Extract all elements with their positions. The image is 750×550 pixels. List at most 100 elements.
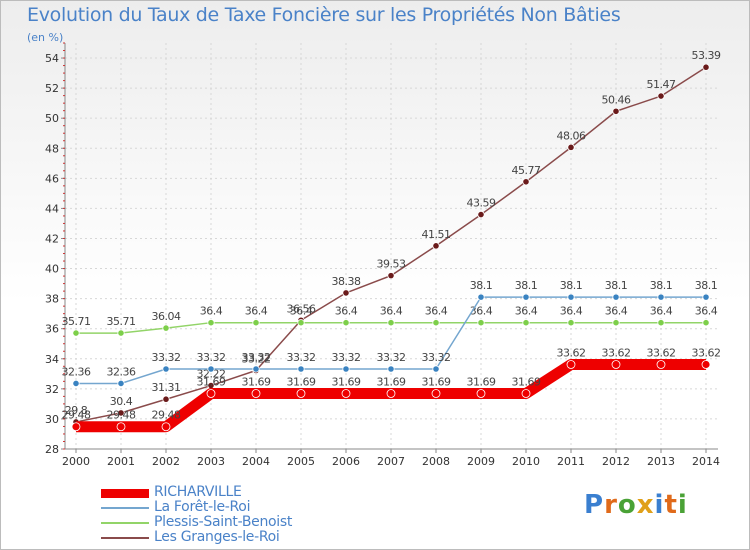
y-tick-label: 36 [45, 323, 59, 336]
data-point [71, 422, 81, 432]
data-point [522, 178, 530, 186]
data-label: 32.36 [62, 365, 91, 378]
x-tick-label: 2009 [467, 455, 495, 468]
y-tick-label: 52 [45, 82, 59, 95]
data-point [566, 360, 576, 369]
x-tick-label: 2010 [512, 455, 540, 468]
data-label: 38.1 [470, 279, 493, 292]
data-point [431, 389, 441, 398]
data-label: 38.1 [515, 279, 538, 292]
x-tick-label: 2003 [197, 455, 225, 468]
data-point [612, 319, 620, 327]
data-label: 36.4 [200, 305, 223, 318]
legend-swatch [101, 537, 149, 539]
data-label: 36.4 [560, 305, 583, 318]
data-label: 29.8 [65, 404, 88, 417]
data-label: 29.48 [107, 409, 136, 422]
data-label: 29.48 [152, 409, 181, 422]
data-label: 45.77 [512, 164, 541, 177]
data-label: 35.71 [62, 315, 91, 328]
data-point [72, 329, 80, 337]
data-point [522, 293, 530, 301]
data-label: 50.46 [602, 93, 631, 106]
data-point [162, 324, 170, 332]
y-tick-label: 40 [45, 263, 59, 276]
data-label: 38.1 [650, 279, 673, 292]
data-label: 41.51 [422, 228, 451, 241]
chart-title: Evolution du Taux de Taxe Foncière sur l… [27, 4, 621, 26]
x-tick-label: 2006 [332, 455, 360, 468]
data-label: 36.4 [380, 305, 403, 318]
legend-item-les-granges-le-roi: Les Granges-le-Roi [101, 529, 431, 545]
logo-letter: P [584, 490, 605, 520]
data-label: 36.4 [335, 305, 358, 318]
data-point [612, 293, 620, 301]
x-tick-label: 2004 [242, 455, 270, 468]
data-point [432, 242, 440, 250]
data-label: 33.32 [332, 351, 361, 364]
data-point [252, 319, 260, 327]
data-label: 36.4 [695, 305, 718, 318]
data-label: 38.1 [560, 279, 583, 292]
data-label: 53.39 [692, 49, 721, 62]
data-point [567, 319, 575, 327]
data-point [612, 107, 620, 115]
y-tick-label: 54 [45, 52, 59, 65]
data-label: 33.32 [422, 351, 451, 364]
y-tick-label: 34 [45, 353, 59, 366]
data-label: 36.56 [287, 302, 316, 315]
logo-letter: i [677, 490, 688, 520]
logo-letter: o [617, 490, 637, 520]
data-point [702, 319, 710, 327]
data-label: 48.06 [557, 129, 586, 142]
legend-swatch [101, 507, 149, 509]
data-label: 36.4 [290, 305, 313, 318]
data-label: 33.32 [377, 351, 406, 364]
data-point [297, 365, 305, 373]
legend-item-richarville: RICHARVILLE [101, 484, 431, 500]
legend-swatch [101, 522, 149, 524]
data-point [206, 389, 216, 398]
y-unit-label: (en %) [27, 31, 64, 44]
logo-letter: x [636, 490, 655, 520]
y-tick-label: 48 [45, 142, 59, 155]
logo-letter: i [654, 490, 665, 520]
y-tick-label: 38 [45, 293, 59, 306]
data-point [72, 379, 80, 388]
data-label: 33.22 [242, 353, 271, 366]
data-point [477, 210, 485, 219]
data-label: 31.69 [242, 376, 271, 389]
data-label: 32.22 [197, 368, 226, 381]
legend-label: Les Granges-le-Roi [154, 529, 280, 545]
data-point [702, 63, 710, 71]
legend-label: Plessis-Saint-Benoist [154, 514, 293, 530]
data-label: 38.1 [695, 279, 718, 292]
x-tick-label: 2014 [692, 455, 720, 468]
data-point [701, 360, 711, 369]
data-point [117, 409, 125, 417]
data-label: 38.38 [332, 275, 361, 288]
data-point [252, 365, 260, 373]
data-label: 36.4 [245, 305, 268, 318]
legend-label: La Forêt-le-Roi [154, 499, 251, 515]
data-label: 31.69 [377, 376, 406, 389]
legend-swatch [101, 489, 149, 498]
x-tick-label: 2007 [377, 455, 405, 468]
data-point [567, 143, 575, 151]
data-point [567, 293, 575, 301]
data-point [116, 422, 126, 432]
data-point [432, 365, 440, 373]
line-chart: 28 30 32 34 36 38 40 42 44 46 48 50 52 54 2000 2001 2002… [45, 42, 721, 468]
data-label: 30.4 [110, 395, 133, 408]
data-label: 31.69 [287, 376, 316, 389]
data-label: 31.69 [197, 376, 226, 389]
data-point [611, 360, 621, 369]
y-tick-label: 44 [45, 202, 59, 215]
x-tick-label: 2005 [287, 455, 315, 468]
data-label: 36.4 [515, 305, 538, 318]
data-label: 51.47 [647, 78, 676, 91]
data-point [387, 272, 395, 280]
data-point [387, 319, 395, 327]
data-label: 31.69 [512, 376, 541, 389]
